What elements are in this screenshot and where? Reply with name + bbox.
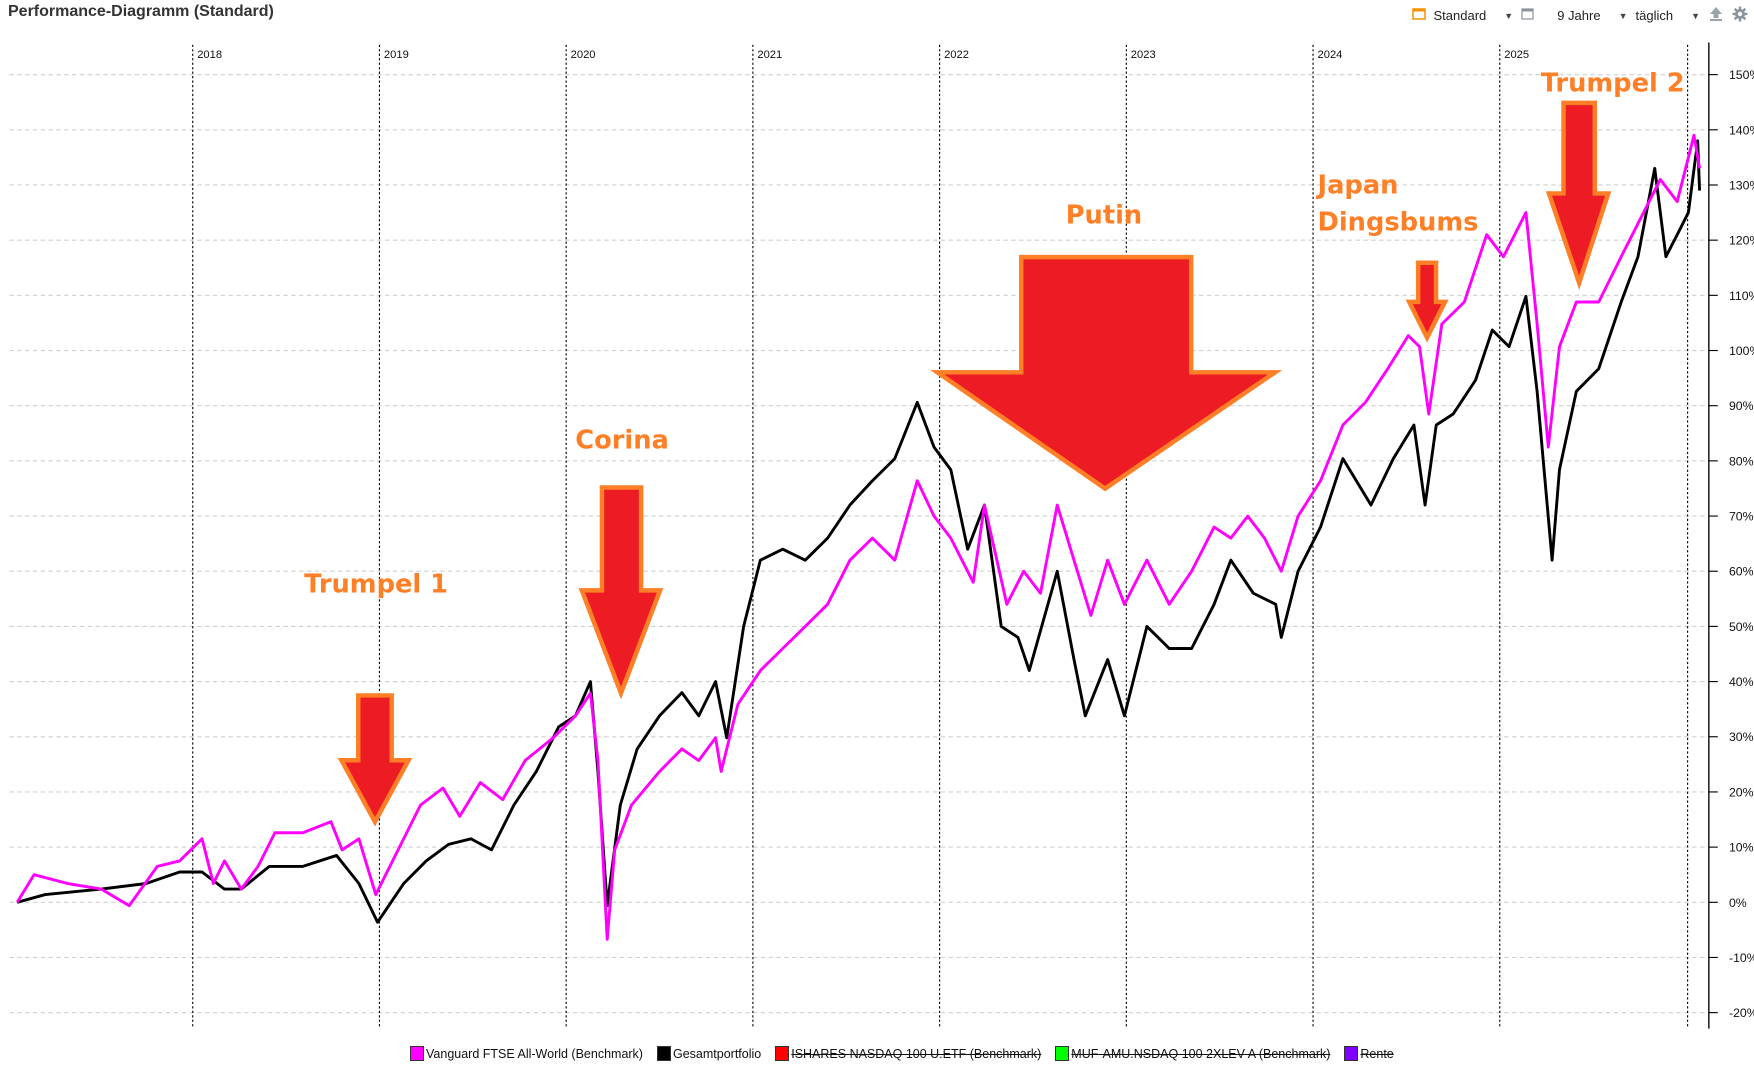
window-icon[interactable] — [1521, 7, 1535, 24]
x-tick-label: 2022 — [944, 49, 969, 61]
legend-item[interactable]: MUF-AMU.NSDAQ 100 2XLEV A (Benchmark) — [1055, 1046, 1330, 1061]
y-tick-label: 100% — [1729, 344, 1754, 358]
annotation-label: Dingsbums — [1318, 207, 1479, 237]
legend-swatch — [1344, 1046, 1359, 1061]
y-tick-label: 40% — [1729, 675, 1754, 689]
annotation-arrow-down-icon — [578, 485, 664, 700]
annotation-arrow-down-icon — [1545, 100, 1612, 290]
legend-label: Gesamtportfolio — [672, 1046, 762, 1061]
y-tick-label: 50% — [1729, 620, 1754, 634]
legend-label: ISHARES NASDAQ 100 U.ETF (Benchmark) — [791, 1046, 1042, 1061]
x-tick-label: 2024 — [1318, 49, 1343, 61]
view-select[interactable]: Standard — [1433, 8, 1487, 23]
export-icon[interactable] — [1708, 6, 1724, 25]
period-select[interactable]: 9 Jahre — [1557, 8, 1601, 23]
y-tick-label: 30% — [1729, 730, 1754, 744]
y-tick-label: 120% — [1729, 234, 1754, 248]
y-tick-label: 140% — [1729, 123, 1754, 137]
x-tick-label: 2021 — [757, 49, 782, 61]
y-tick-label: 110% — [1729, 289, 1754, 303]
page-title: Performance-Diagramm (Standard) — [8, 3, 274, 20]
legend-item[interactable]: Gesamtportfolio — [656, 1046, 762, 1061]
x-tick-label: 2018 — [197, 49, 222, 61]
legend-item[interactable]: ISHARES NASDAQ 100 U.ETF (Benchmark) — [775, 1046, 1041, 1061]
period-dropdown-chevron-icon[interactable]: ▼ — [1618, 10, 1628, 21]
y-tick-label: 90% — [1729, 399, 1754, 413]
legend-swatch — [410, 1046, 424, 1061]
legend-swatch — [656, 1046, 671, 1061]
annotation-label: Trumpel 1 — [304, 570, 448, 600]
view-dropdown-chevron-icon[interactable]: ▼ — [1504, 10, 1514, 21]
legend-swatch — [775, 1046, 790, 1061]
legend-label: Rente — [1360, 1046, 1394, 1061]
annotation-arrow-down-icon — [1405, 260, 1449, 343]
gear-icon[interactable] — [1732, 6, 1748, 25]
annotation-label: Japan — [1316, 170, 1399, 200]
legend-label: Vanguard FTSE All-World (Benchmark) — [426, 1046, 643, 1061]
y-tick-label: -20% — [1729, 1006, 1754, 1020]
x-tick-label: 2025 — [1504, 49, 1529, 61]
series-line-vanguard — [15, 133, 1702, 941]
y-tick-label: -10% — [1729, 951, 1754, 965]
y-tick-label: 80% — [1729, 454, 1754, 468]
annotation-arrow-down-icon — [930, 254, 1283, 492]
legend-label: MUF-AMU.NSDAQ 100 2XLEV A (Benchmark) — [1071, 1046, 1331, 1061]
annotation-label: Trumpel 2 — [1541, 69, 1685, 99]
y-tick-label: 10% — [1729, 841, 1754, 855]
y-tick-label: 20% — [1729, 785, 1754, 799]
legend-item[interactable]: Vanguard FTSE All-World (Benchmark) — [410, 1046, 643, 1061]
legend-item[interactable]: Rente — [1344, 1046, 1394, 1061]
y-tick-label: 70% — [1729, 510, 1754, 524]
x-tick-label: 2020 — [571, 49, 596, 61]
annotation-label: Putin — [1066, 201, 1143, 231]
interval-dropdown-chevron-icon[interactable]: ▼ — [1691, 10, 1700, 21]
y-tick-label: 130% — [1729, 178, 1754, 192]
y-tick-label: 60% — [1729, 565, 1754, 579]
annotation-label: Corina — [575, 425, 669, 455]
annotation-arrow-down-icon — [337, 693, 413, 827]
legend: Vanguard FTSE All-World (Benchmark) Gesam… — [410, 1046, 1394, 1061]
series-line-gesamtportfolio — [16, 139, 1702, 924]
layout-icon[interactable] — [1411, 7, 1426, 24]
y-tick-label: 150% — [1729, 68, 1754, 82]
legend-swatch — [1055, 1046, 1070, 1061]
x-tick-label: 2023 — [1131, 49, 1156, 61]
interval-select[interactable]: täglich — [1635, 8, 1674, 23]
toolbar: Standard ▼ 9 Jahre ▼ täglich ▼ — [1411, 6, 1748, 25]
x-tick-label: 2019 — [384, 49, 409, 61]
y-tick-label: 0% — [1729, 896, 1747, 910]
